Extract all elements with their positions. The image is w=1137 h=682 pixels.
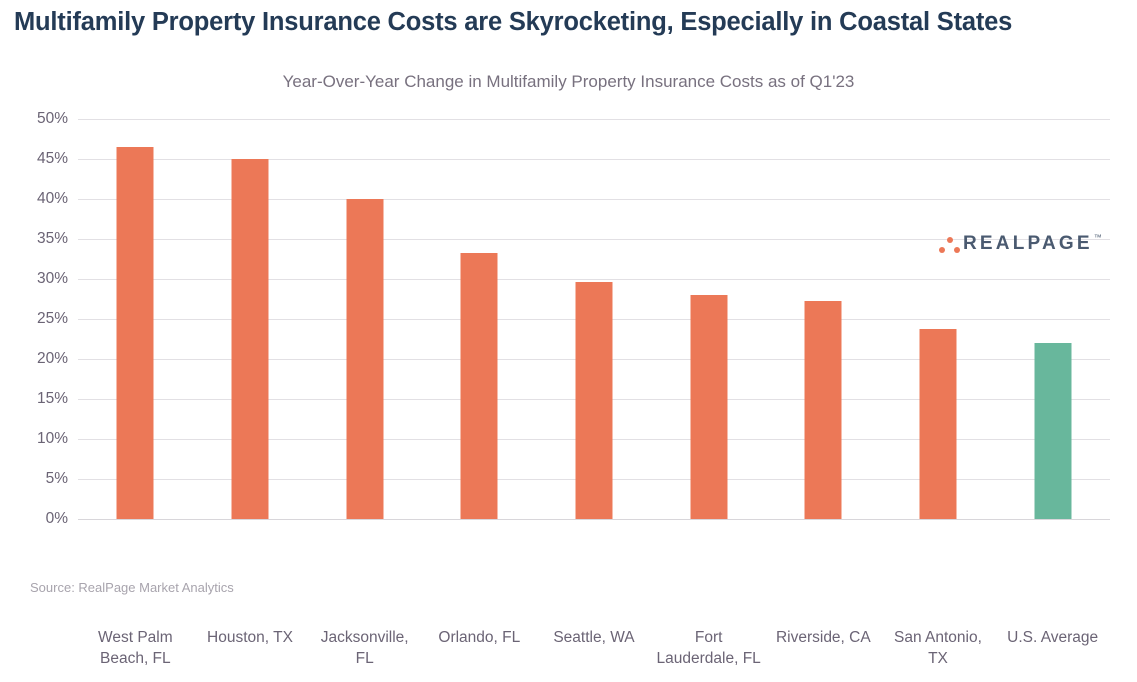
bar[interactable] (116, 147, 154, 519)
x-axis-tick-label: Fort Lauderdale, FL (651, 627, 766, 669)
logo-dot-top (947, 237, 953, 243)
bar-slot (422, 119, 537, 519)
y-axis-tick-label: 0% (45, 510, 68, 527)
bar[interactable] (804, 301, 842, 519)
bar-slot (78, 119, 193, 519)
gridline (78, 519, 1110, 520)
y-axis-tick-label: 30% (36, 270, 68, 287)
bar[interactable] (575, 282, 613, 519)
x-axis-label-line: Lauderdale, FL (656, 650, 761, 667)
realpage-logo: REALPAGE ™ (935, 230, 1102, 258)
gridline (78, 239, 1110, 240)
bar[interactable] (1034, 343, 1072, 519)
y-axis-tick-label: 35% (36, 230, 68, 247)
x-axis-label-line: FL (355, 650, 374, 667)
x-axis-tick-label: San Antonio, TX (881, 627, 996, 669)
bar-slot (995, 119, 1110, 519)
y-axis-tick-label: 5% (45, 470, 68, 487)
x-axis-tick-label: Riverside, CA (766, 627, 881, 648)
x-axis-label-line: U.S. Average (1007, 629, 1099, 646)
x-axis-tick-label: U.S. Average (995, 627, 1110, 648)
bar[interactable] (231, 159, 269, 519)
x-axis-label-line: West Palm (98, 629, 173, 646)
x-axis: West Palm Beach, FL Houston, TX Jacksonvill… (78, 627, 1110, 682)
x-axis-label-line: Fort (694, 629, 723, 646)
gridline (78, 279, 1110, 280)
bar-slot (193, 119, 308, 519)
gridline (78, 159, 1110, 160)
bar-slot (537, 119, 652, 519)
logo-dot-left (939, 247, 945, 253)
y-axis-tick-label: 40% (36, 190, 68, 207)
x-axis-tick-label: Jacksonville, FL (307, 627, 422, 669)
bar-slot (651, 119, 766, 519)
chart-subtitle: Year-Over-Year Change in Multifamily Pro… (282, 72, 855, 91)
x-axis-label-line: Orlando, FL (438, 629, 521, 646)
x-axis-label-line: Seattle, WA (553, 629, 635, 646)
x-axis-label-line: TX (928, 650, 948, 667)
logo-trademark: ™ (1093, 233, 1102, 242)
y-axis-tick-label: 15% (36, 390, 68, 407)
y-axis-tick-label: 50% (36, 110, 68, 127)
x-axis-tick-label: Orlando, FL (422, 627, 537, 648)
x-axis-label-line: Houston, TX (207, 629, 293, 646)
gridline (78, 119, 1110, 120)
x-axis-label-line: Jacksonville, (320, 629, 409, 646)
page-title: Multifamily Property Insurance Costs are… (14, 8, 1013, 36)
y-axis-tick-label: 10% (36, 430, 68, 447)
x-axis-tick-label: West Palm Beach, FL (78, 627, 193, 669)
x-axis-tick-label: Seattle, WA (537, 627, 652, 648)
x-axis-label-line: Riverside, CA (775, 629, 871, 646)
bar-slot (766, 119, 881, 519)
source-note: Source: RealPage Market Analytics (30, 580, 234, 595)
x-axis-label-line: Beach, FL (100, 650, 171, 667)
bar-series (78, 119, 1110, 519)
bar[interactable] (919, 328, 957, 519)
bar[interactable] (346, 199, 384, 519)
bar[interactable] (690, 295, 728, 519)
gridline (78, 199, 1110, 200)
logo-dot-right (954, 247, 960, 253)
bar-chart: 50% 45% 40% 35% 30% 25% 20% 15% 10% 5% 0% West Pal… (0, 105, 1137, 667)
y-axis-tick-label: 45% (36, 150, 68, 167)
logo-wordmark: REALPAGE (963, 233, 1093, 254)
bar-slot (881, 119, 996, 519)
bar[interactable] (460, 253, 498, 519)
x-axis-tick-label: Houston, TX (193, 627, 308, 648)
bar-slot (307, 119, 422, 519)
realpage-dots-icon (935, 233, 963, 255)
y-axis-tick-label: 20% (36, 350, 68, 367)
y-axis-tick-label: 25% (36, 310, 68, 327)
x-axis-label-line: San Antonio, (894, 629, 982, 646)
